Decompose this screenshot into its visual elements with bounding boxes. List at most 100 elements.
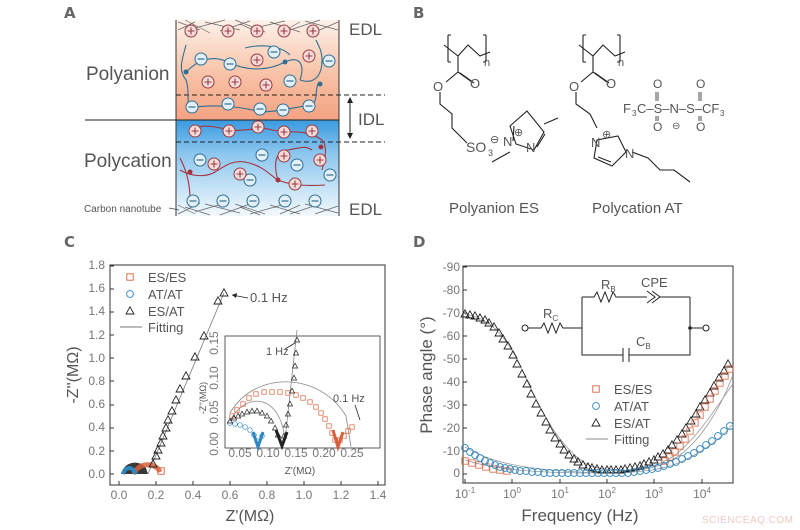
svg-text:0.2: 0.2 — [148, 488, 165, 502]
svg-text:0.6: 0.6 — [88, 397, 105, 411]
svg-text:-60: -60 — [443, 329, 461, 343]
svg-text:0.4: 0.4 — [88, 420, 105, 434]
panel-a-label: A — [64, 4, 76, 22]
d-legend-fitting: Fitting — [614, 432, 649, 447]
panel-a: A — [64, 4, 385, 219]
inset-x-axis-label: Z'(MΩ) — [285, 466, 315, 477]
carbon-nanotubes-bottom — [177, 202, 339, 216]
tfsi-anion: O O F 3 C–S–N–S–CF 3 O ⊖ O — [623, 77, 725, 134]
so3-group: SO — [466, 139, 486, 155]
svg-text:O: O — [569, 79, 579, 94]
svg-text:-10: -10 — [443, 444, 461, 458]
at-imidazolium-n2: N — [625, 146, 634, 161]
d-series-es-es — [461, 365, 734, 475]
d-x-axis-label: Frequency (Hz) — [521, 506, 638, 525]
svg-text:1.2: 1.2 — [88, 328, 105, 342]
c-legend: ES/ES AT/AT ES/AT Fitting — [120, 270, 187, 335]
svg-text:101: 101 — [551, 486, 569, 501]
svg-text:0.25: 0.25 — [340, 446, 364, 460]
svg-text:-70: -70 — [443, 306, 461, 320]
svg-text:F: F — [623, 101, 631, 116]
rc-label: RC — [543, 306, 558, 323]
polycation-at-caption: Polycation AT — [592, 200, 683, 217]
svg-text:⊖: ⊖ — [672, 121, 680, 132]
edl-bottom-label: EDL — [349, 200, 382, 219]
svg-text:0.10: 0.10 — [207, 366, 221, 390]
carbonyl-o: O — [470, 76, 480, 91]
legend-es-at: ES/AT — [148, 304, 185, 319]
svg-text:O: O — [696, 120, 705, 134]
d-legend-es-es: ES/ES — [614, 382, 653, 397]
panel-d: D 0 -10 -20 -30 -40 -50 -60 -70 -80 -90 10-1 100… — [413, 233, 734, 525]
inset-annotation-1hz: 1 Hz — [266, 342, 296, 358]
d-y-axis-label: Phase angle (°) — [417, 316, 436, 433]
rb-label: RB — [601, 277, 616, 294]
svg-text:0.1 Hz: 0.1 Hz — [333, 393, 365, 405]
nyquist-plot-frame — [109, 264, 386, 486]
panel-b-label: B — [413, 4, 424, 22]
d-legend-es-at: ES/AT — [614, 416, 651, 431]
imidazolium-charge: ⊕ — [514, 127, 523, 139]
polycation-label: Polycation — [84, 151, 172, 172]
edl-top-label: EDL — [349, 20, 382, 39]
d-legend: ES/ES AT/AT ES/AT Fitting — [586, 382, 653, 447]
legend-at-at: AT/AT — [148, 287, 183, 302]
carbon-nanotube-label: Carbon nanotube — [84, 204, 162, 215]
c-y-axis-label: -Z''(MΩ) — [65, 346, 82, 403]
inset-y-axis-label: -Z''(MΩ) — [198, 382, 208, 414]
polyanion-label: Polyanion — [86, 64, 169, 85]
svg-text:1 Hz: 1 Hz — [266, 346, 289, 358]
polyanion-es-caption: Polyanion ES — [449, 200, 539, 217]
svg-text:1.4: 1.4 — [88, 304, 105, 318]
svg-text:0.2: 0.2 — [88, 444, 105, 458]
svg-text:0.0: 0.0 — [88, 467, 105, 481]
imidazolium-n1: N — [526, 140, 535, 155]
d-x-ticks: 10-1 100 101 102 103 104 — [455, 486, 712, 501]
idl-arrow — [347, 97, 353, 139]
svg-text:⊕: ⊕ — [602, 129, 611, 141]
svg-text:1.8: 1.8 — [88, 258, 105, 272]
c-y-ticks: 0.0 0.2 0.4 0.6 0.8 1.0 1.2 1.4 1.6 1.8 — [88, 258, 105, 481]
svg-text:1.0: 1.0 — [88, 351, 105, 365]
svg-text:0.20: 0.20 — [312, 446, 336, 460]
svg-text:-40: -40 — [443, 375, 461, 389]
svg-text:0.4: 0.4 — [185, 488, 202, 502]
svg-text:0.0: 0.0 — [111, 488, 128, 502]
svg-text:102: 102 — [598, 486, 616, 501]
svg-text:0.6: 0.6 — [222, 488, 239, 502]
svg-text:-50: -50 — [443, 352, 461, 366]
svg-text:0.10: 0.10 — [256, 446, 280, 460]
cb-label: CB — [636, 334, 651, 351]
d-y-ticks: 0 -10 -20 -30 -40 -50 -60 -70 -80 -90 — [443, 260, 461, 480]
svg-text:1.6: 1.6 — [88, 281, 105, 295]
polycation-at-structure — [575, 34, 691, 183]
cpe-label: CPE — [641, 275, 668, 290]
svg-text:0.15: 0.15 — [284, 446, 308, 460]
panel-d-label: D — [413, 233, 425, 251]
svg-text:103: 103 — [645, 486, 663, 501]
c-x-axis-label: Z'(MΩ) — [226, 508, 275, 525]
c-main-series — [121, 288, 229, 476]
svg-text:1.2: 1.2 — [333, 488, 350, 502]
svg-text:3: 3 — [488, 148, 493, 158]
svg-text:3: 3 — [632, 109, 637, 118]
idl-label: IDL — [358, 110, 384, 129]
at-imidazolium-n1: N — [591, 135, 600, 150]
repeat-n: n — [484, 57, 490, 69]
svg-text:0.00: 0.00 — [207, 432, 221, 456]
svg-text:C–S–N–S–CF: C–S–N–S–CF — [637, 101, 719, 116]
ester-o: O — [433, 79, 443, 94]
svg-text:-80: -80 — [443, 283, 461, 297]
svg-text:3: 3 — [720, 109, 725, 118]
svg-text:0: 0 — [453, 466, 460, 480]
equivalent-circuit — [521, 290, 710, 362]
panel-c-label: C — [64, 233, 75, 251]
panel-c: C 0.0 0.2 0.4 0.6 0.8 1.0 1.2 1.4 1.6 1.8 0.0 0.2… — [64, 233, 387, 525]
svg-text:O: O — [653, 120, 662, 134]
svg-text:-90: -90 — [443, 260, 461, 274]
svg-text:n: n — [618, 57, 624, 69]
svg-text:0.1 Hz: 0.1 Hz — [250, 290, 288, 305]
c-x-ticks: 0.0 0.2 0.4 0.6 0.8 1.0 1.2 1.4 — [111, 488, 387, 502]
svg-text:O: O — [653, 77, 662, 91]
